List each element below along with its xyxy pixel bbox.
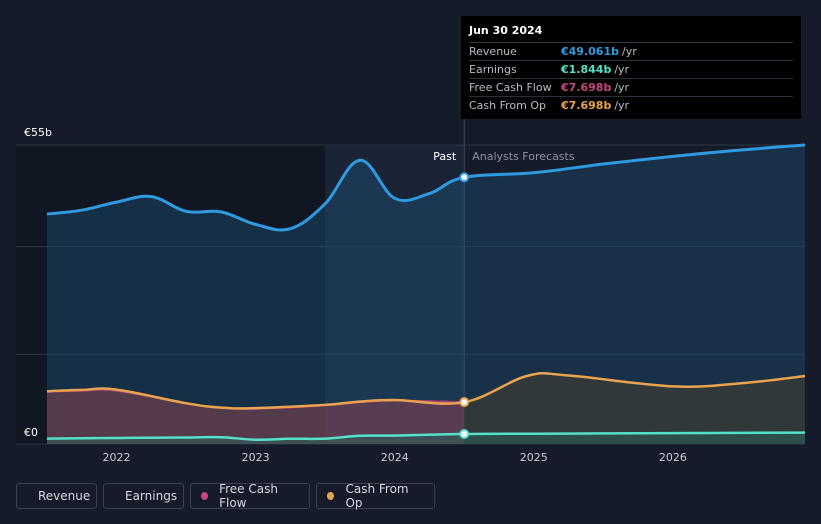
legend-dot-icon (201, 492, 209, 500)
tooltip: Jun 30 2024 Revenue €49.061b /yr Earning… (461, 16, 801, 119)
x-tick-label: 2022 (103, 451, 131, 464)
legend-item-earnings[interactable]: Earnings (103, 483, 184, 509)
legend-label: Earnings (125, 489, 178, 503)
tooltip-row-free-cash-flow: Free Cash Flow €7.698b /yr (469, 79, 793, 97)
cash-from-op-line (46, 371, 806, 410)
legend-label: Free Cash Flow (219, 482, 278, 510)
earnings-area (47, 432, 805, 444)
revenue-area (47, 145, 805, 444)
y-tick-label-zero: €0 (24, 426, 38, 439)
tooltip-unit: /yr (614, 81, 630, 94)
tooltip-row-cash-from-op: Cash From Op €7.698b /yr (469, 97, 793, 114)
legend-item-revenue[interactable]: Revenue (16, 483, 97, 509)
tooltip-value: €1.844b (561, 63, 612, 76)
legend: Revenue Earnings Free Cash Flow Cash Fro… (16, 482, 435, 510)
x-tick-label: 2026 (659, 451, 687, 464)
legend-dot-icon (327, 492, 335, 500)
revenue-line (46, 143, 806, 232)
tooltip-label: Free Cash Flow (469, 81, 552, 94)
legend-item-cash-from-op[interactable]: Cash From Op (316, 482, 435, 510)
past-label: Past (433, 150, 457, 163)
earnings-line (46, 431, 806, 441)
tooltip-label: Earnings (469, 63, 517, 76)
tooltip-unit: /yr (614, 99, 630, 112)
x-tick-label: 2025 (520, 451, 548, 464)
y-tick-label-max: €55b (24, 126, 52, 139)
earnings-marker (459, 428, 470, 439)
tooltip-value: €7.698b (561, 99, 612, 112)
tooltip-date: Jun 30 2024 (469, 24, 793, 43)
tooltip-label: Cash From Op (469, 99, 547, 112)
revenue-marker (459, 172, 470, 183)
cash-from-op-marker (459, 397, 470, 408)
tooltip-value: €49.061b (561, 45, 619, 58)
tooltip-value: €7.698b (561, 81, 612, 94)
x-tick-label: 2024 (381, 451, 409, 464)
legend-label: Revenue (38, 489, 91, 503)
tooltip-row-earnings: Earnings €1.844b /yr (469, 61, 793, 79)
past-year-band (325, 145, 465, 444)
tooltip-label: Revenue (469, 45, 517, 58)
tooltip-row-revenue: Revenue €49.061b /yr (469, 43, 793, 61)
tooltip-unit: /yr (621, 45, 637, 58)
legend-label: Cash From Op (345, 482, 409, 510)
tooltip-unit: /yr (614, 63, 630, 76)
legend-item-free-cash-flow[interactable]: Free Cash Flow (190, 482, 310, 510)
cash-from-op-forecast-area (464, 373, 805, 444)
x-tick-label: 2023 (242, 451, 270, 464)
forecast-label: Analysts Forecasts (472, 150, 575, 163)
